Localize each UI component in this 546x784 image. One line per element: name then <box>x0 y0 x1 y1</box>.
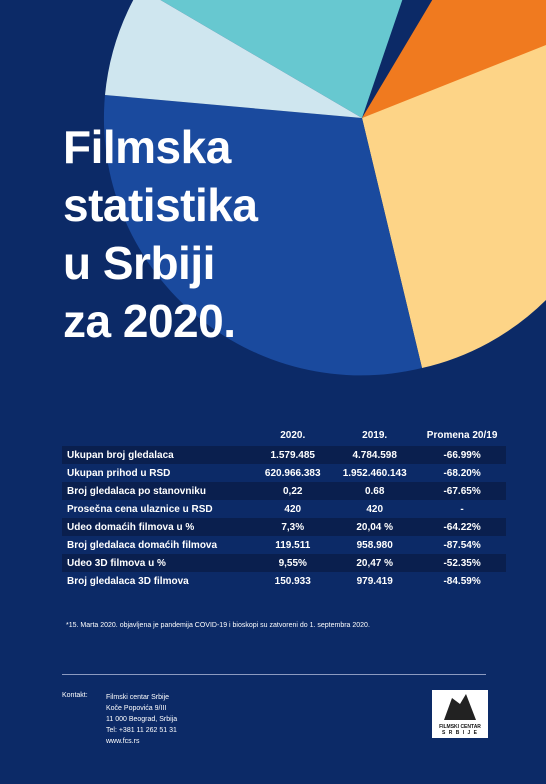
logo: FILMSKI CENTAR S R B I J E <box>432 690 488 738</box>
table-cell: Broj gledalaca domaćih filmova <box>67 539 218 551</box>
table-cell: 0.68 <box>364 485 385 497</box>
table-cell: Prosečna cena ulaznice u RSD <box>67 503 213 515</box>
table-cell: 979.419 <box>356 575 393 587</box>
title-line: za 2020. <box>63 295 236 347</box>
table-cell: 4.784.598 <box>352 449 397 461</box>
table-cell: Ukupan broj gledalaca <box>67 449 174 461</box>
table-cell: 0,22 <box>283 485 303 497</box>
contact-line: 11 000 Beograd, Srbija <box>106 716 178 723</box>
table-cell: -64.22% <box>443 521 481 533</box>
logo-text: FILMSKI CENTAR <box>439 724 481 730</box>
table-row: Broj gledalaca domaćih filmova 119.511 958… <box>62 536 506 554</box>
table-cell: -87.54% <box>443 539 481 551</box>
table-cell: -84.59% <box>443 575 481 587</box>
table-cell: 1.952.460.143 <box>342 467 407 479</box>
table-cell: Broj gledalaca 3D filmova <box>67 575 189 587</box>
table-cell: 420 <box>366 503 384 515</box>
table-cell: -67.65% <box>443 485 481 497</box>
table-row: Broj gledalaca po stanovniku 0,22 0.68 -67.… <box>62 482 506 500</box>
title: Filmska statistika u Srbiji za 2020. <box>63 118 258 350</box>
table-row: Prosečna cena ulaznice u RSD 420 420 - <box>62 500 506 518</box>
table-row: Ukupan broj gledalaca 1.579.485 4.784.598 -… <box>62 446 506 464</box>
contact-line: www.fcs.rs <box>106 738 140 745</box>
table-row: Broj gledalaca 3D filmova 150.933 979.419 -… <box>62 572 506 590</box>
contact-line: Filmski centar Srbije <box>106 694 170 701</box>
table-cell: -52.35% <box>443 557 481 569</box>
table-cell: Broj gledalaca po stanovniku <box>67 485 206 497</box>
table-cell: Udeo 3D filmova u % <box>67 557 166 569</box>
column-header: Promena 20/19 <box>426 429 498 441</box>
table-cell: - <box>460 503 464 515</box>
divider <box>62 674 486 675</box>
table-row: Udeo domaćih filmova u % 7,3% 20,04 % -64.2… <box>62 518 506 536</box>
contact-label: Kontakt: <box>62 692 88 699</box>
table-cell: 958.980 <box>356 539 393 551</box>
table-cell: 119.511 <box>275 539 311 551</box>
table-cell: 9,55% <box>278 557 307 569</box>
table-cell: 20,47 % <box>356 557 394 569</box>
table-cell: 1.579.485 <box>270 449 315 461</box>
table-cell: Ukupan prihod u RSD <box>67 467 171 479</box>
table-row: Ukupan prihod u RSD 620.966.383 1.952.460.… <box>62 464 506 482</box>
table-cell: Udeo domaćih filmova u % <box>67 521 195 533</box>
table-row: Udeo 3D filmova u % 9,55% 20,47 % -52.35% <box>62 554 506 572</box>
table-cell: 150.933 <box>274 575 311 587</box>
contact-line: Tel: +381 11 262 51 31 <box>106 727 177 734</box>
title-line: u Srbiji <box>63 237 215 289</box>
table-cell: -68.20% <box>443 467 481 479</box>
column-header: 2019. <box>362 429 388 441</box>
title-line: Filmska <box>63 121 231 173</box>
logo-text: S R B I J E <box>441 730 478 736</box>
logo-icon <box>444 694 476 720</box>
column-header <box>62 424 254 446</box>
table-cell: -66.99% <box>443 449 481 461</box>
table-cell: 7,3% <box>281 521 305 533</box>
table-cell: 420 <box>284 503 302 515</box>
contact-line: Koče Popovića 9/III <box>106 705 167 712</box>
table-cell: 620.966.383 <box>264 467 321 479</box>
stats-table: 2020. 2019. Promena 20/19 Ukupan broj gled… <box>62 424 506 590</box>
table-cell: 20,04 % <box>356 521 394 533</box>
contact: Filmski centar Srbije Koče Popovića 9/III… <box>106 692 177 747</box>
title-line: statistika <box>63 179 258 231</box>
footnote: *15. Marta 2020. objavljena je pandemija… <box>66 622 370 629</box>
column-header: 2020. <box>280 429 306 441</box>
pie-decoration <box>103 0 546 376</box>
